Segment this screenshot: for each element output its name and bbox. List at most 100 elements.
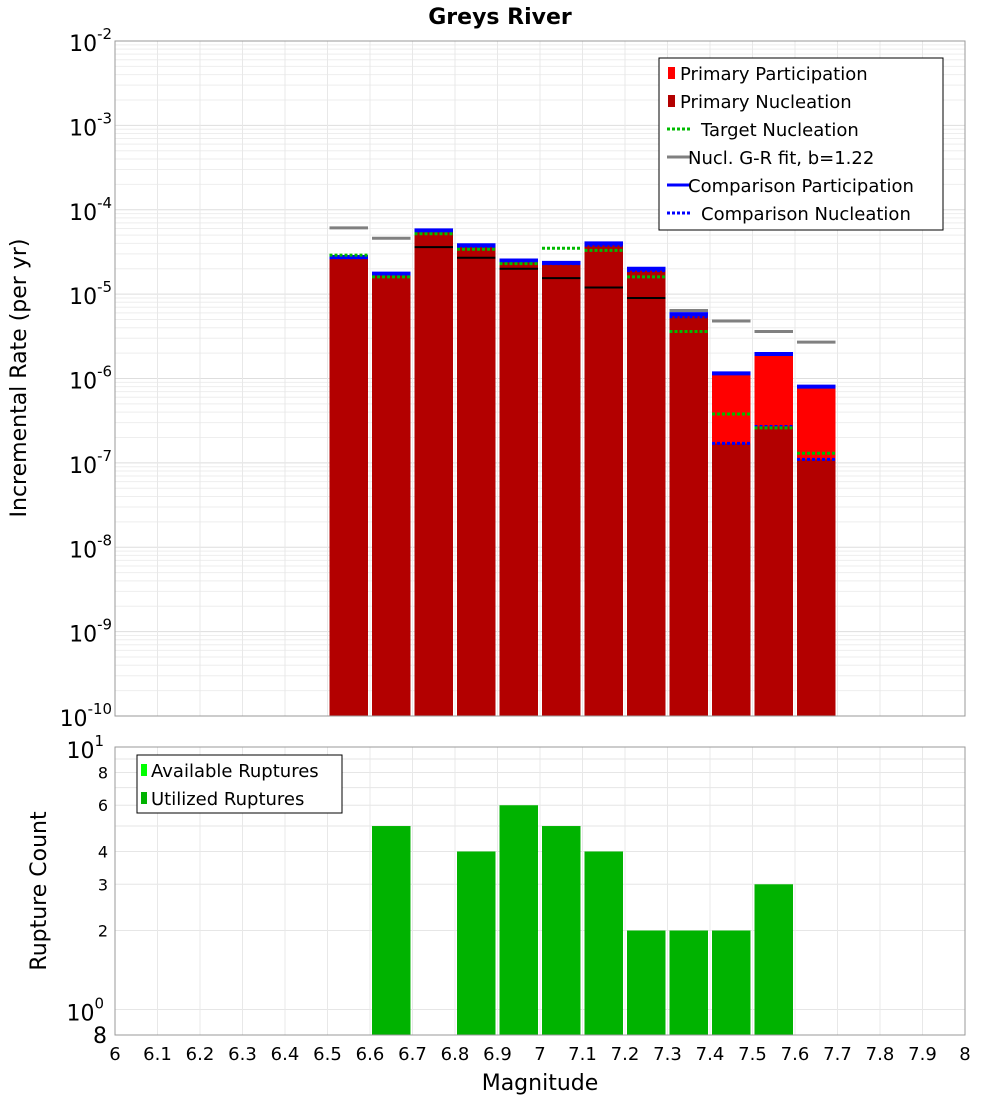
top-plot-frame: [114, 40, 966, 717]
legend-swatch: [141, 764, 147, 776]
nucleation-bar: [669, 314, 708, 716]
legend-swatch: [668, 67, 675, 79]
top-y-tick-label-base: 10: [69, 116, 97, 141]
rupture-count-bar: [542, 826, 581, 1035]
nucleation-bar: [499, 260, 538, 716]
top-y-tick-label-exp: -2: [97, 25, 112, 43]
bottom-y-min-label: 8: [93, 1024, 107, 1049]
nucleation-bar: [457, 245, 496, 717]
top-y-tick-label-base: 10: [69, 454, 97, 479]
x-tick-label: 7.5: [738, 1044, 767, 1065]
x-tick-label: 7.8: [866, 1044, 895, 1065]
rupture-count-bar: [754, 884, 793, 1035]
legend-label: Comparison Participation: [688, 176, 914, 197]
bottom-y-axis-label: Rupture Count: [27, 811, 52, 971]
top-y-tick-label-base: 10: [69, 32, 97, 57]
nucleation-bar: [542, 262, 581, 716]
top-y-tick-label-base: 10: [69, 201, 97, 226]
x-tick-label: 6.4: [271, 1044, 300, 1065]
bottom-y-decade-label-base: 10: [66, 739, 94, 764]
top-y-tick-label: 10-10: [60, 700, 112, 732]
chart-title: Greys River: [428, 5, 572, 30]
top-y-tick-label-exp: -9: [97, 616, 112, 634]
x-tick-label: 6.2: [186, 1044, 215, 1065]
x-tick-label: 7.4: [696, 1044, 725, 1065]
legend-label: Nucl. G-R fit, b=1.22: [688, 148, 874, 169]
rupture-count-bar: [584, 851, 623, 1035]
x-tick-label: 7.1: [568, 1044, 597, 1065]
x-tick-label: 7.9: [908, 1044, 937, 1065]
top-legend-box: [658, 57, 944, 231]
bottom-y-decade-label-exp: 0: [94, 995, 104, 1013]
top-y-tick-label-base: 10: [60, 707, 88, 732]
rupture-count-bar: [627, 930, 666, 1035]
bottom-y-decade-label: 100: [66, 995, 104, 1027]
nucleation-bar: [754, 426, 793, 716]
rupture-count-bar: [457, 851, 496, 1035]
bottom-y-decade-label: 101: [66, 732, 104, 764]
x-tick-label: 6.1: [143, 1044, 172, 1065]
top-y-tick-label: 10-8: [69, 531, 112, 563]
x-tick-label: 6.3: [228, 1044, 257, 1065]
nucleation-bar: [414, 230, 453, 716]
bottom-y-tick-label: 8: [98, 763, 108, 782]
top-y-tick-label-exp: -3: [97, 109, 112, 127]
top-y-tick-label: 10-4: [69, 194, 112, 226]
x-tick-label: 8: [959, 1044, 970, 1065]
top-y-tick-label-exp: -7: [97, 447, 112, 465]
rupture-count-bar: [372, 826, 411, 1035]
legend-label: Target Nucleation: [700, 120, 859, 141]
bottom-y-decade-label-exp: 1: [94, 732, 104, 750]
top-y-axis-label: Incremental Rate (per yr): [7, 239, 32, 518]
top-y-tick-label-exp: -8: [97, 531, 112, 549]
bottom-y-tick-label: 6: [98, 796, 108, 815]
top-y-tick-label: 10-6: [69, 363, 112, 395]
x-tick-label: 6.9: [483, 1044, 512, 1065]
top-y-tick-label-base: 10: [69, 285, 97, 310]
nucleation-bar: [627, 268, 666, 716]
x-tick-label: 7.3: [653, 1044, 682, 1065]
nucleation-bar: [712, 443, 751, 716]
nucleation-bar: [372, 273, 411, 716]
x-tick-label: 7: [534, 1044, 545, 1065]
legend-label: Utilized Ruptures: [151, 789, 304, 810]
x-tick-label: 7.6: [781, 1044, 810, 1065]
top-y-tick-label-base: 10: [69, 370, 97, 395]
top-y-tick-label-exp: -6: [97, 363, 112, 381]
legend-label: Primary Nucleation: [680, 92, 852, 113]
x-tick-label: 6.5: [313, 1044, 342, 1065]
top-y-tick-label: 10-5: [69, 278, 112, 310]
bottom-y-tick-label: 4: [98, 842, 108, 861]
x-tick-label: 7.2: [611, 1044, 640, 1065]
bottom-y-decade-label-base: 10: [66, 1002, 94, 1027]
bottom-y-tick-label: 2: [98, 922, 108, 941]
legend-swatch: [141, 792, 147, 804]
top-y-tick-label-base: 10: [69, 623, 97, 648]
rupture-count-bar: [712, 930, 751, 1035]
legend-swatch: [668, 95, 675, 107]
legend-label: Primary Participation: [680, 64, 868, 85]
x-tick-label: 6: [109, 1044, 120, 1065]
nucleation-bar: [329, 257, 368, 716]
nucleation-bar: [584, 243, 623, 717]
top-y-tick-label-exp: -10: [88, 700, 112, 718]
x-tick-label: 6.8: [441, 1044, 470, 1065]
bottom-legend-box: [136, 754, 343, 814]
top-y-tick-label: 10-3: [69, 109, 112, 141]
nucleation-bar: [797, 459, 836, 716]
legend-label: Available Ruptures: [151, 761, 319, 782]
top-y-tick-label-exp: -5: [97, 278, 112, 296]
bottom-plot-frame: [114, 746, 966, 1036]
x-tick-label: 6.7: [398, 1044, 427, 1065]
x-axis-label: Magnitude: [482, 1071, 599, 1096]
top-y-tick-label: 10-2: [69, 25, 112, 57]
top-y-tick-label: 10-7: [69, 447, 112, 479]
legend-label: Comparison Nucleation: [701, 204, 911, 225]
top-y-tick-label: 10-9: [69, 616, 112, 648]
x-tick-label: 6.6: [356, 1044, 385, 1065]
x-tick-label: 7.7: [823, 1044, 852, 1065]
top-y-tick-label-base: 10: [69, 538, 97, 563]
bottom-y-tick-label: 3: [98, 875, 108, 894]
rupture-count-bar: [499, 805, 538, 1035]
